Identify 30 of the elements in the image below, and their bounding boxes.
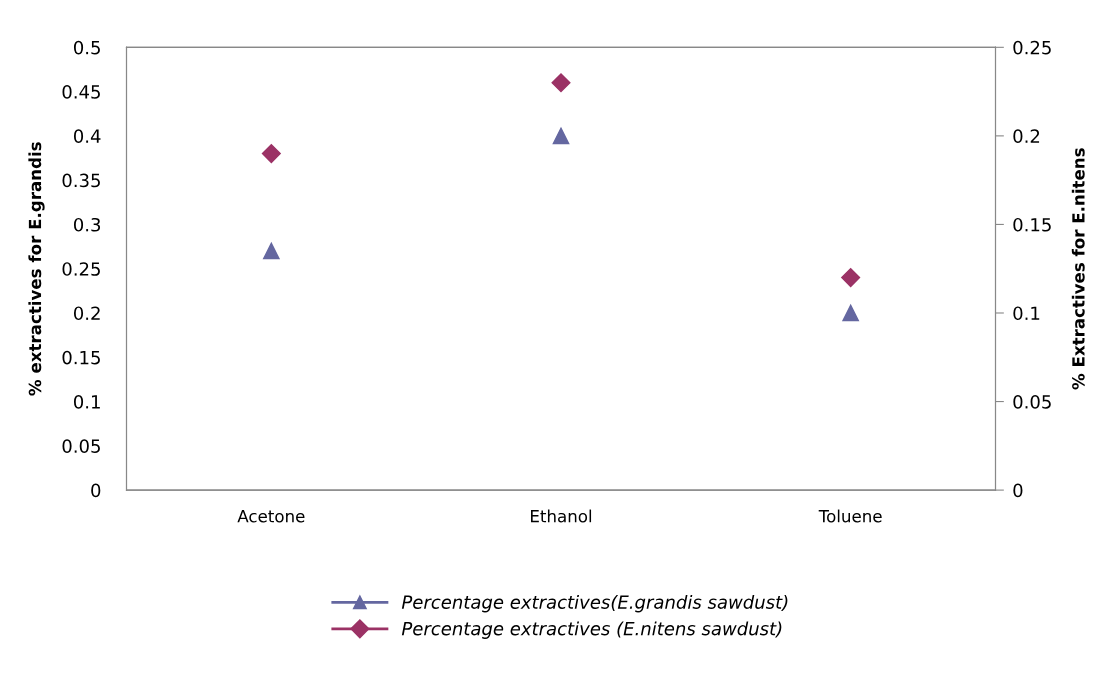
y-tick-label: 0.35 <box>62 173 100 188</box>
y-tick-label: 0.05 <box>62 439 100 453</box>
y2-tick-label: 0.2 <box>1013 129 1040 143</box>
x-tick-label: Acetone <box>237 510 305 523</box>
point <box>262 242 280 260</box>
y-tick-label: 0.25 <box>62 262 100 276</box>
y-tick-label: 0.15 <box>62 350 100 365</box>
x-tick-label: Ethanol <box>531 509 592 523</box>
point <box>261 144 281 164</box>
y2-tick-label: 0.25 <box>1013 40 1051 55</box>
y-tick-label: 0 <box>91 483 101 498</box>
y2-tick-label: 0 <box>1013 483 1023 498</box>
y2-axis-title: % Extractives for E.nitens <box>1071 148 1085 390</box>
y-tick-label: 0.45 <box>62 85 100 99</box>
point <box>551 73 571 93</box>
point <box>552 127 570 145</box>
y2-tick-label: 0.05 <box>1013 395 1051 409</box>
point <box>841 268 861 288</box>
legend-label: Percentage extractives (E.nitens sawdust) <box>401 621 782 639</box>
y-tick-label: 0.5 <box>73 40 100 55</box>
y2-tick-label: 0.15 <box>1013 217 1051 232</box>
point <box>842 304 860 322</box>
y-tick-label: 0.2 <box>73 306 100 321</box>
x-tick-label: Toluene <box>818 509 882 523</box>
y-axis-title: % extractives for E.grandis <box>28 142 45 396</box>
y-tick-label: 0.1 <box>73 395 100 409</box>
legend-label: Percentage extractives(E.grandis sawdust) <box>401 594 788 613</box>
y-tick-label: 0.3 <box>73 217 101 232</box>
y2-tick-label: 0.1 <box>1013 306 1040 321</box>
y-tick-label: 0.4 <box>73 129 101 143</box>
